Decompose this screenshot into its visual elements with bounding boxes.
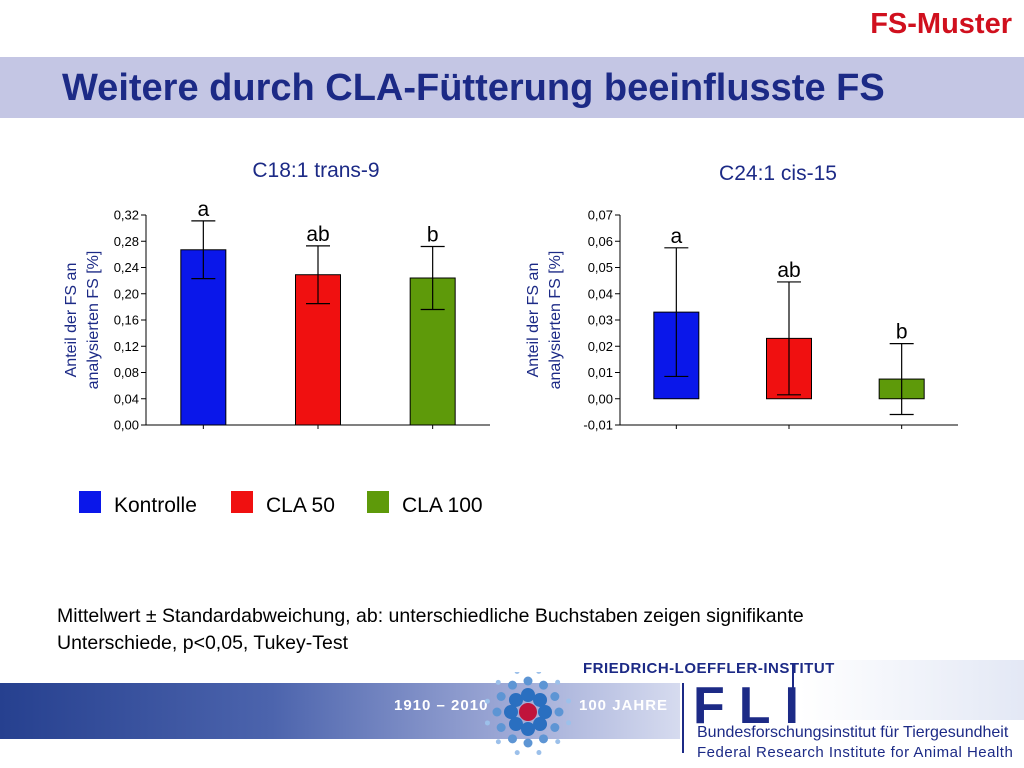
y-tick-label: 0,07 <box>588 208 613 223</box>
institute-name-en: Federal Research Institute for Animal He… <box>697 744 1014 761</box>
y-axis-label: analysierten FS [%] <box>547 251 564 390</box>
y-tick-label: 0,16 <box>114 313 139 328</box>
logo-divider-2 <box>792 663 794 718</box>
y-tick-label: 0,06 <box>588 234 613 249</box>
footnote: Mittelwert ± Standardabweichung, ab: unt… <box>57 603 957 657</box>
chart-title: C24:1 cis-15 <box>719 162 837 185</box>
logo-divider <box>682 683 684 753</box>
dots-logo-icon <box>484 672 572 756</box>
institute-name: FRIEDRICH-LOEFFLER-INSTITUT <box>583 660 835 677</box>
fli-logo: FLI <box>693 677 813 735</box>
y-tick-label: 0,04 <box>114 391 139 406</box>
chart-c18-trans9: C18:1 trans-9 Anteil der FS an analysierte… <box>63 159 490 433</box>
y-tick-label: 0,28 <box>114 234 139 249</box>
footer-strip-right <box>800 660 1024 720</box>
legend-swatch <box>367 491 389 513</box>
slide-title: Weitere durch CLA-Fütterung beeinflusste… <box>62 67 885 109</box>
section-tag: FS-Muster <box>870 8 1012 40</box>
y-tick-label: 0,08 <box>114 365 139 380</box>
legend-swatch <box>79 491 101 513</box>
y-tick-label: 0,04 <box>588 286 613 301</box>
y-axis-label: Anteil der FS an <box>525 263 542 378</box>
legend: Kontrolle CLA 50 CLA 100 <box>79 491 483 517</box>
significance-letter: ab <box>777 259 800 282</box>
significance-letter: b <box>427 224 439 247</box>
significance-letter: a <box>670 225 682 248</box>
legend-label: CLA 50 <box>266 494 335 517</box>
y-tick-label: -0,01 <box>583 418 613 433</box>
footnote-line-1: Mittelwert ± Standardabweichung, ab: unt… <box>57 605 804 627</box>
chart-title: C18:1 trans-9 <box>252 159 379 182</box>
y-axis-label: analysierten FS [%] <box>85 251 102 390</box>
y-tick-label: 0,12 <box>114 339 139 354</box>
y-tick-label: 0,00 <box>588 391 613 406</box>
charts-canvas: C18:1 trans-9 Anteil der FS an analysierte… <box>63 159 958 517</box>
legend-label: Kontrolle <box>114 494 197 517</box>
y-tick-label: 0,24 <box>114 260 139 275</box>
significance-letter: a <box>197 198 209 221</box>
footer-strip <box>0 683 680 739</box>
institute-name-de: Bundesforschungsinstitut für Tiergesundh… <box>697 724 1009 741</box>
anniversary-years: 1910 – 2010 <box>394 697 489 714</box>
y-tick-label: 0,03 <box>588 313 613 328</box>
legend-label: CLA 100 <box>402 494 483 517</box>
y-axis-label: Anteil der FS an <box>63 263 80 378</box>
y-tick-label: 0,20 <box>114 286 139 301</box>
significance-letter: b <box>896 321 908 344</box>
title-band <box>0 57 1024 118</box>
y-tick-label: 0,32 <box>114 208 139 223</box>
footnote-line-2: Unterschiede, p<0,05, Tukey-Test <box>57 632 349 654</box>
y-tick-label: 0,05 <box>588 260 613 275</box>
y-tick-label: 0,01 <box>588 365 613 380</box>
y-tick-label: 0,02 <box>588 339 613 354</box>
legend-swatch <box>231 491 253 513</box>
significance-letter: ab <box>306 223 329 246</box>
chart-c24-cis15: C24:1 cis-15 Anteil der FS an analysierten… <box>525 162 958 433</box>
y-tick-label: 0,00 <box>114 418 139 433</box>
anniversary-label: 100 JAHRE <box>579 697 669 714</box>
